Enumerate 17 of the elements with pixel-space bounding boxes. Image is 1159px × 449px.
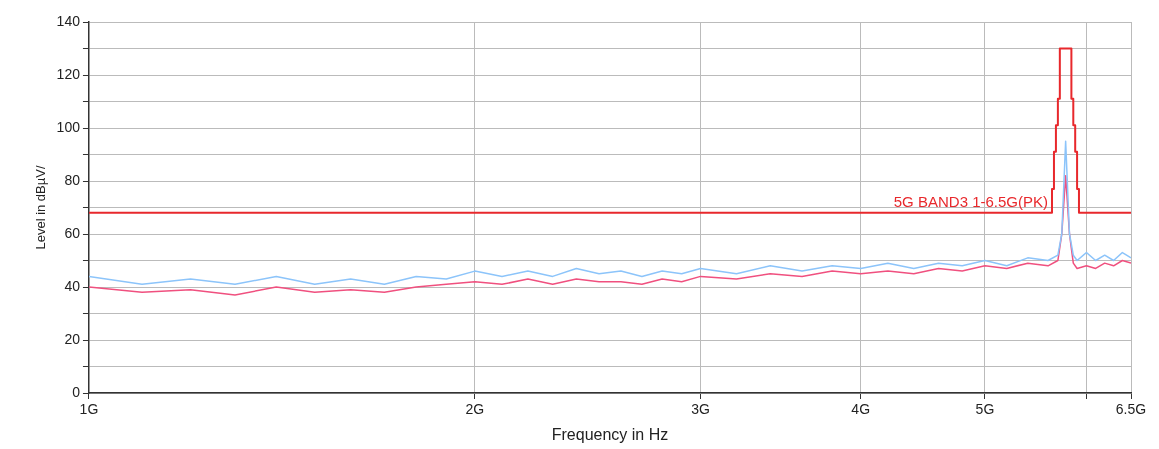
- x-tick-label: 2G: [465, 401, 485, 418]
- x-axis-title: Frequency in Hz: [551, 425, 669, 443]
- y-tick-label: 140: [56, 12, 81, 29]
- x-tick-label: 3G: [691, 401, 710, 418]
- x-tick-label: 4G: [851, 401, 871, 418]
- x-tick-label: 5G: [975, 401, 995, 418]
- y-tick-label: 80: [64, 171, 81, 188]
- y-tick-label: 120: [56, 65, 81, 82]
- x-tick-label: 1G: [79, 401, 99, 418]
- y-axis-title: Level in dBµV/: [33, 165, 49, 250]
- y-tick-label: 40: [64, 277, 81, 294]
- y-tick-label: 0: [72, 383, 81, 400]
- series-label: 5G BAND3 1-6.5G(PK): [893, 193, 1048, 211]
- y-tick-label: 100: [56, 118, 81, 135]
- y-tick-label: 60: [64, 224, 81, 241]
- y-tick-label: 20: [64, 330, 81, 347]
- x-tick-label: 6.5G: [1115, 401, 1147, 418]
